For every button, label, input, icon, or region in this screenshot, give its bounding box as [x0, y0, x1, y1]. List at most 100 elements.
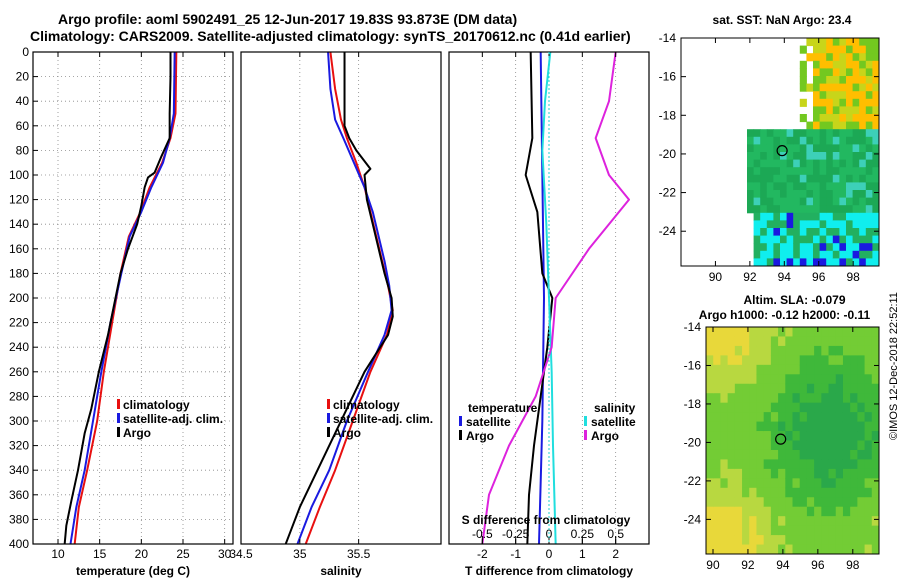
map-cell: [850, 402, 858, 413]
map-y-tick-label: -16: [659, 70, 677, 84]
map-cell: [842, 336, 851, 347]
map-cell: [842, 459, 851, 470]
map-cell: [778, 393, 786, 404]
y-tick-label: 300: [9, 414, 29, 428]
map-cell: [734, 383, 743, 394]
map-cell: [806, 53, 814, 62]
map-cell: [828, 468, 837, 479]
map-cell: [850, 327, 858, 337]
map-cell: [785, 336, 793, 347]
map-cell: [859, 190, 867, 199]
map-cell: [713, 431, 721, 441]
map-x-tick-label: 90: [706, 558, 720, 572]
map-cell: [734, 516, 743, 527]
map-cell: [763, 440, 772, 451]
map-cell: [864, 506, 873, 517]
map-cell: [760, 167, 768, 176]
map-cell: [865, 68, 873, 77]
map-cell: [799, 544, 808, 555]
map-x-tick-label: 96: [811, 558, 825, 572]
legend-label: satellite: [591, 415, 636, 429]
map-cell: [770, 345, 779, 356]
map-cell: [819, 45, 827, 54]
map-cell: [819, 212, 827, 221]
map-cell: [760, 228, 768, 237]
map-cell: [706, 478, 714, 489]
map-cell: [773, 136, 781, 145]
map-cell: [871, 421, 880, 432]
map-cell: [828, 412, 837, 423]
map-cell: [871, 449, 880, 460]
map-cell: [770, 364, 779, 375]
map-cell: [821, 402, 830, 413]
map-cell: [786, 174, 794, 183]
map-cell: [753, 182, 761, 191]
map-cell: [763, 468, 772, 479]
map-cell: [749, 478, 757, 489]
map-cell: [852, 220, 860, 229]
map-cell: [813, 53, 821, 62]
map-cell: [799, 159, 807, 168]
x-tick-label: 20: [135, 547, 149, 561]
map-cell: [734, 468, 743, 479]
map-cell: [778, 459, 786, 470]
map-cell: [842, 431, 851, 441]
x-axis-label: salinity: [320, 564, 362, 578]
map-cell: [760, 174, 768, 183]
map-cell: [872, 53, 880, 62]
map-cell: [852, 167, 860, 176]
map-cell: [859, 228, 867, 237]
map-cell: [814, 468, 822, 479]
map-cell: [720, 364, 729, 375]
map-cell: [871, 412, 880, 423]
map-cell: [871, 459, 880, 470]
map-cell: [859, 83, 867, 92]
map-cell: [799, 459, 808, 470]
map-cell: [842, 327, 851, 337]
map-cell: [832, 83, 840, 92]
map-cell: [706, 364, 714, 375]
map-cell: [749, 345, 757, 356]
map-cell: [859, 136, 867, 145]
map-cell: [871, 478, 880, 489]
map-cell: [706, 468, 714, 479]
x-tick-label: 34.5: [229, 547, 253, 561]
map-cell: [770, 478, 779, 489]
map-cell: [749, 440, 757, 451]
map-cell: [826, 144, 834, 153]
map-cell: [826, 114, 834, 123]
map-y-tick-label: -22: [684, 474, 702, 488]
map-cell: [792, 459, 801, 470]
map-cell: [785, 383, 793, 394]
map-cell: [806, 355, 815, 366]
map-cell: [806, 516, 815, 527]
map-cell: [747, 167, 755, 176]
map-cell: [821, 516, 830, 527]
map-cell: [819, 38, 827, 47]
map-cell: [706, 412, 714, 423]
map-cell: [814, 393, 822, 404]
map-cell: [770, 497, 779, 508]
map-cell: [857, 402, 866, 413]
series-group: [481, 52, 630, 544]
map-cell: [846, 121, 854, 130]
map-cell: [852, 152, 860, 161]
map-cell: [850, 449, 858, 460]
map-cell: [770, 412, 779, 423]
map-cell: [819, 159, 827, 168]
map-cell: [839, 250, 847, 259]
map-cell: [828, 544, 837, 555]
map-cell: [799, 174, 807, 183]
map-cell: [839, 129, 847, 138]
map-cell: [806, 393, 815, 404]
map-cell: [842, 487, 851, 498]
map-cell: [749, 393, 757, 404]
map-cell: [859, 152, 867, 161]
map-cell: [792, 393, 801, 404]
map-cell: [749, 421, 757, 432]
map-cell: [839, 220, 847, 229]
map-cell: [773, 228, 781, 237]
series-line-t-satellite: [538, 52, 545, 544]
map-cell: [835, 431, 844, 441]
map-cell: [742, 355, 750, 366]
